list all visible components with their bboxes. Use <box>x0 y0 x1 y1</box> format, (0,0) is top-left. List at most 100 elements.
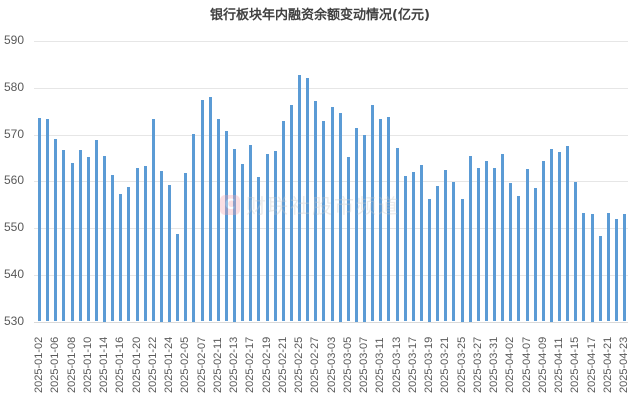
bar <box>484 161 488 322</box>
bar <box>330 106 334 322</box>
bar <box>281 120 285 322</box>
x-tick-label: 2025-04-21 <box>601 336 614 393</box>
chart-title: 银行板块年内融资余额变动情况(亿元) <box>210 8 430 23</box>
bar <box>233 148 236 322</box>
x-tick-label: 2025-02-07 <box>195 336 208 393</box>
x-tick-label: 2025-04-17 <box>585 336 598 393</box>
x-tick-label: 2025-03-25 <box>455 336 468 393</box>
x-tick-label: 2025-02-13 <box>228 336 240 393</box>
y-tick-label: 570 <box>3 126 24 141</box>
x-tick-label: 2025-01-08 <box>65 336 78 393</box>
x-tick-label: 2025-03-11 <box>374 337 387 393</box>
bar <box>94 139 98 322</box>
x-tick-label: 2025-01-14 <box>98 336 110 393</box>
x-tick-label: 2025-01-20 <box>130 336 143 393</box>
gridline <box>34 88 628 89</box>
x-tick-label: 2025-03-05 <box>341 336 354 393</box>
bar <box>533 188 537 322</box>
x-tick-label: 2025-02-25 <box>293 336 305 393</box>
bar <box>590 213 594 322</box>
bar <box>468 156 472 322</box>
bar <box>460 198 464 322</box>
bar <box>192 134 196 322</box>
bar <box>363 135 366 322</box>
bar <box>306 78 310 322</box>
bar <box>273 151 277 322</box>
bar <box>322 121 326 322</box>
bar <box>444 169 448 322</box>
bar <box>354 127 358 322</box>
bar <box>574 182 578 322</box>
x-tick-label: 2025-01-24 <box>163 336 175 393</box>
bar <box>411 172 415 322</box>
bar <box>159 170 163 322</box>
y-tick-label: 540 <box>3 266 24 281</box>
gridline <box>34 41 628 42</box>
bar <box>46 118 50 322</box>
x-tick-label: 2025-03-13 <box>390 336 403 393</box>
bar <box>184 173 188 322</box>
x-tick-label: 2025-02-21 <box>276 336 289 393</box>
bar <box>111 175 115 322</box>
bar <box>517 196 521 322</box>
bar <box>525 169 529 322</box>
x-tick-label: 2025-04-02 <box>504 336 517 393</box>
y-tick-label: 580 <box>3 79 24 94</box>
bar <box>549 149 553 322</box>
bar <box>143 166 147 322</box>
bar <box>127 187 131 322</box>
bar <box>558 152 561 322</box>
bar <box>241 164 245 322</box>
bar <box>151 118 155 322</box>
y-tick-label: 550 <box>3 220 24 234</box>
bar <box>501 153 505 322</box>
x-axis-line <box>34 322 628 323</box>
bar <box>103 155 106 322</box>
y-tick-label: 530 <box>3 313 24 328</box>
watermark-logo-icon: C <box>220 194 240 215</box>
bar <box>428 198 431 322</box>
bar <box>208 97 212 322</box>
bar <box>135 167 139 322</box>
bar <box>289 104 293 322</box>
bar <box>566 146 570 322</box>
bar <box>387 116 391 322</box>
bar <box>338 112 342 322</box>
bar <box>476 167 480 322</box>
bar <box>623 214 626 322</box>
bar <box>176 233 180 322</box>
x-tick-label: 2025-04-11 <box>553 337 565 393</box>
bar <box>62 150 66 322</box>
x-tick-label: 2025-01-02 <box>33 336 45 393</box>
y-tick-label: 590 <box>3 33 24 47</box>
x-tick-label: 2025-02-05 <box>179 336 192 393</box>
bar <box>265 153 269 322</box>
watermark: C 财联社股市频道 <box>220 190 400 219</box>
bar <box>168 184 171 322</box>
bar <box>371 104 375 322</box>
bar <box>436 186 440 322</box>
bar <box>257 176 261 322</box>
x-tick-label: 2025-03-03 <box>325 336 338 393</box>
x-tick-label: 2025-02-27 <box>309 336 322 393</box>
x-tick-label: 2025-01-16 <box>114 336 127 393</box>
bar <box>298 75 301 322</box>
bar <box>614 218 618 322</box>
x-tick-label: 2025-02-17 <box>244 336 257 393</box>
x-tick-label: 2025-03-27 <box>471 336 484 393</box>
bar <box>86 157 90 322</box>
x-tick-label: 2025-03-07 <box>358 336 370 393</box>
x-tick-label: 2025-03-17 <box>406 336 419 393</box>
bar <box>419 165 423 322</box>
bar <box>78 150 82 322</box>
x-tick-label: 2025-04-15 <box>569 336 582 393</box>
bar <box>493 168 496 322</box>
y-tick-label: 560 <box>3 173 24 188</box>
bar <box>70 162 74 322</box>
bar <box>38 118 41 322</box>
bar <box>509 183 513 322</box>
bar <box>200 99 204 322</box>
bar <box>541 160 545 322</box>
x-tick-label: 2025-01-22 <box>146 336 159 393</box>
x-tick-label: 2025-01-10 <box>81 336 94 393</box>
